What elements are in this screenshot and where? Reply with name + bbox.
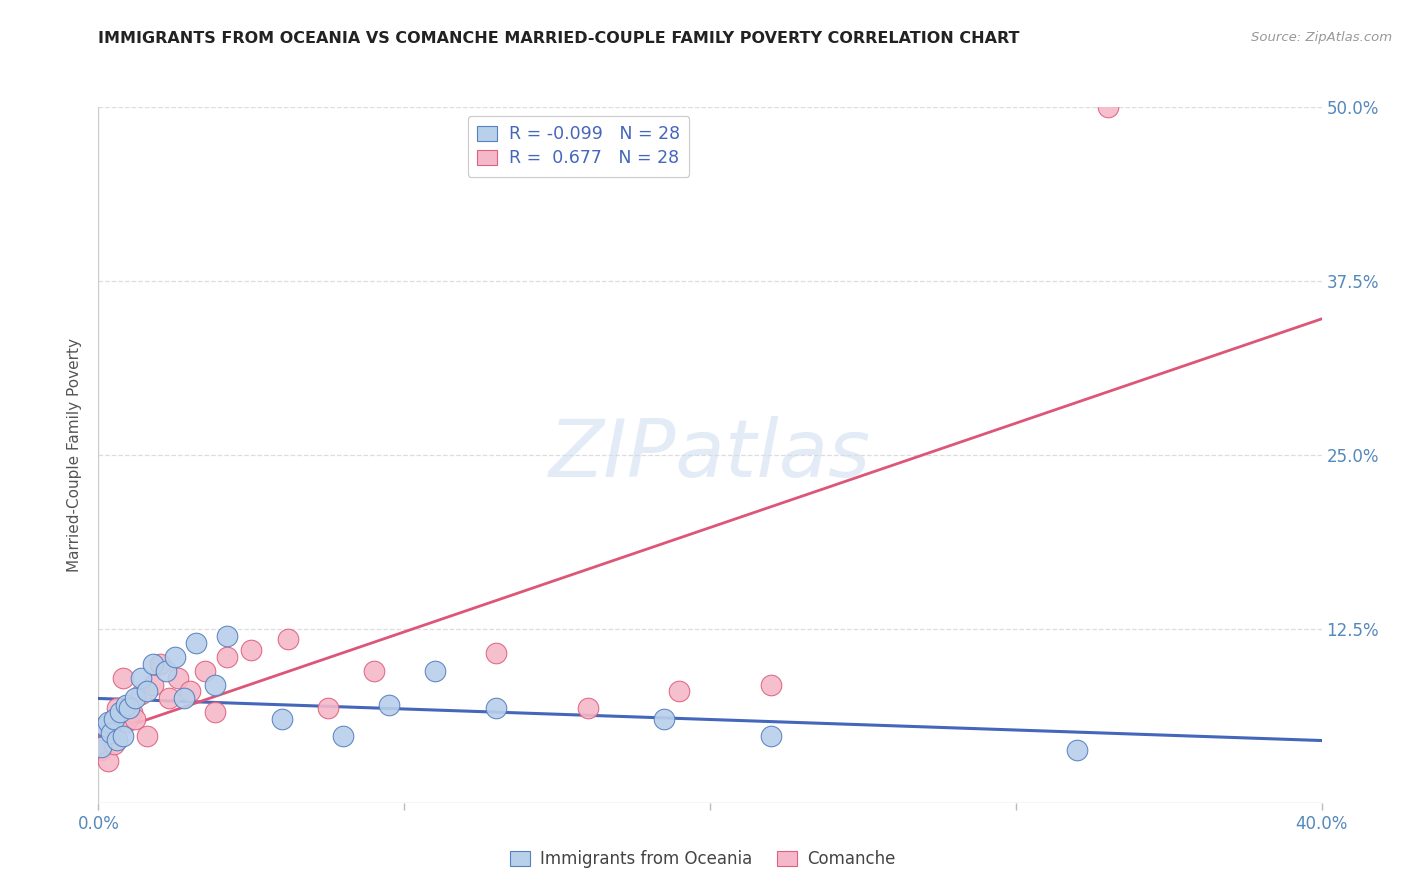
Point [194,664,217,678]
Point [105,701,128,715]
Point [179,684,201,698]
Point [115,715,138,730]
Point [136,729,159,743]
Point [163,649,186,664]
Point [121,706,143,720]
Point [108,706,131,720]
Point [136,684,159,698]
Point [759,677,782,691]
Point [173,691,195,706]
Text: Source: ZipAtlas.com: Source: ZipAtlas.com [1251,31,1392,45]
Point [186,636,208,650]
Legend: Immigrants from Oceania, Comanche: Immigrants from Oceania, Comanche [503,844,903,875]
Point [1097,100,1119,114]
Point [167,671,190,685]
Point [103,737,125,751]
Point [100,726,122,740]
Point [240,642,263,657]
Point [215,649,238,664]
Point [118,701,141,715]
Point [111,671,134,685]
Point [93,719,115,733]
Point [215,629,238,643]
Point [332,729,354,743]
Point [90,740,112,755]
Text: ZIPatlas: ZIPatlas [548,416,872,494]
Point [142,657,165,671]
Point [316,701,339,715]
Point [124,712,146,726]
Point [204,677,226,691]
Point [93,719,115,733]
Point [204,706,226,720]
Point [652,712,675,726]
Y-axis label: Married-Couple Family Poverty: Married-Couple Family Poverty [67,338,83,572]
Point [97,715,120,730]
Point [485,646,508,660]
Point [90,743,112,757]
Point [129,687,152,701]
Point [270,712,292,726]
Point [129,671,152,685]
Point [142,677,165,691]
Point [124,691,146,706]
Point [576,701,599,715]
Point [103,712,125,726]
Text: IMMIGRANTS FROM OCEANIA VS COMANCHE MARRIED-COUPLE FAMILY POVERTY CORRELATION CH: IMMIGRANTS FROM OCEANIA VS COMANCHE MARR… [98,31,1019,46]
Point [1066,743,1088,757]
Point [423,664,446,678]
Point [363,664,385,678]
Legend: R = -0.099   N = 28, R =  0.677   N = 28: R = -0.099 N = 28, R = 0.677 N = 28 [468,116,689,177]
Point [149,657,172,671]
Point [111,729,134,743]
Point [668,684,690,698]
Point [157,691,180,706]
Point [759,729,782,743]
Point [378,698,401,713]
Point [105,733,128,747]
Point [115,698,138,713]
Point [97,754,120,768]
Point [485,701,508,715]
Point [155,664,177,678]
Point [277,632,299,646]
